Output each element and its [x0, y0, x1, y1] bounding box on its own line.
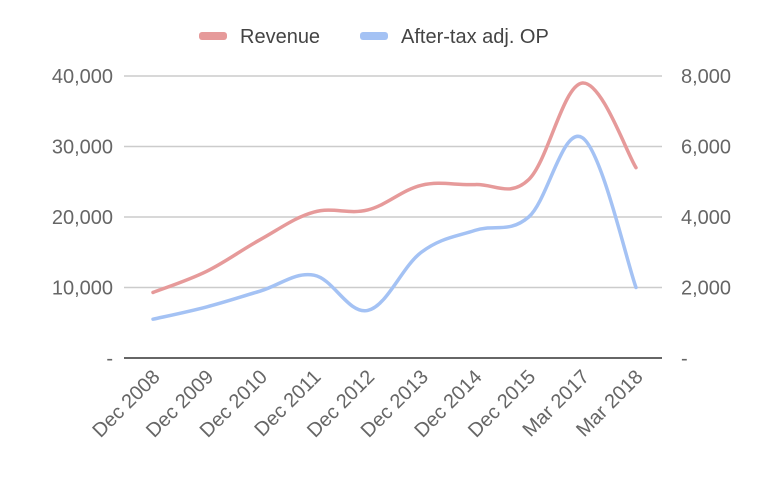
left-axis-tick-label: 10,000	[52, 278, 113, 300]
left-axis-tick-label: 40,000	[52, 66, 113, 88]
gridlines	[124, 75, 662, 289]
legend: Revenue After-tax adj. OP	[199, 26, 549, 48]
left-axis-tick-labels: - 10,000 20,000 30,000 40,000	[52, 66, 113, 370]
series-line-revenue	[151, 81, 638, 295]
series-lines	[151, 81, 638, 321]
right-axis-tick-label: 6,000	[681, 137, 731, 159]
series-line-after-tax-adj-op	[151, 134, 638, 321]
left-axis-tick-label: 30,000	[52, 137, 113, 159]
legend-label-after-tax-adj-op: After-tax adj. OP	[401, 26, 549, 48]
left-axis-tick-label: -	[106, 348, 113, 370]
right-axis-tick-label: 8,000	[681, 66, 731, 88]
right-axis-tick-label: -	[681, 348, 688, 370]
left-axis-tick-label: 20,000	[52, 207, 113, 229]
right-axis-tick-label: 2,000	[681, 278, 731, 300]
right-axis-tick-labels: - 2,000 4,000 6,000 8,000	[681, 66, 731, 370]
right-axis-tick-label: 4,000	[681, 207, 731, 229]
legend-swatch-revenue	[199, 32, 227, 40]
legend-swatch-after-tax-adj-op	[360, 32, 388, 40]
legend-item-revenue: Revenue	[199, 26, 320, 48]
legend-label-revenue: Revenue	[240, 26, 320, 48]
legend-item-after-tax-adj-op: After-tax adj. OP	[360, 26, 549, 48]
